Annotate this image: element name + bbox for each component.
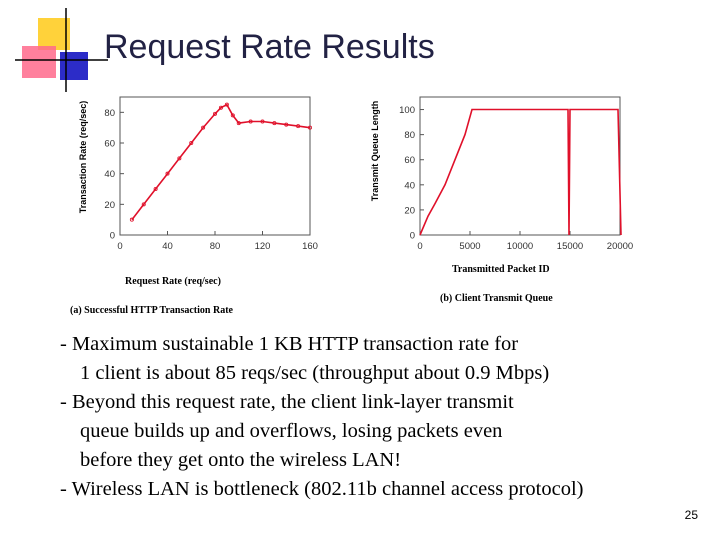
chart-b-ylabel: Transmit Queue Length — [370, 101, 380, 202]
x-tick-label: 120 — [255, 241, 271, 252]
data-point — [153, 187, 158, 192]
y-tick-label: 20 — [404, 205, 415, 216]
data-point — [284, 122, 289, 127]
page-number: 25 — [684, 508, 698, 522]
y-tick-label: 100 — [399, 105, 415, 116]
x-tick-label: 80 — [210, 241, 221, 252]
data-point — [260, 119, 265, 124]
data-point — [218, 105, 223, 110]
transmit-queue-chart: Transmit Queue Length 0 5000 10000 15000 200… — [370, 96, 633, 252]
chart-a-ylabel: Transaction Rate (req/sec) — [78, 101, 88, 214]
data-point — [272, 121, 277, 126]
data-point — [201, 125, 206, 130]
plot-frame — [119, 96, 311, 236]
transaction-rate-chart: Transaction Rate (req/sec) 0 40 80 120 160 0 2… — [78, 96, 318, 252]
bullet-list: - Maximum sustainable 1 KB HTTP transact… — [60, 330, 710, 504]
chart-a-xlabel: Request Rate (req/sec) — [125, 276, 221, 287]
x-tick-label: 160 — [302, 241, 318, 252]
pink-square — [22, 46, 56, 78]
x-tick-label: 0 — [417, 241, 422, 252]
y-tick-label: 0 — [110, 231, 115, 242]
data-point — [230, 113, 235, 118]
data-point — [129, 217, 134, 222]
data-point — [248, 119, 253, 124]
series-line — [419, 108, 622, 236]
data-point — [296, 124, 301, 129]
plot-frame — [419, 96, 621, 236]
data-point — [224, 102, 229, 107]
data-point — [212, 111, 217, 116]
blue-square — [60, 52, 88, 80]
y-tick-label: 80 — [404, 130, 415, 141]
y-tick-label: 40 — [104, 169, 115, 180]
data-point — [307, 125, 312, 130]
y-tick-label: 60 — [104, 139, 115, 150]
y-tick-label: 80 — [104, 108, 115, 119]
data-point — [189, 141, 194, 146]
x-tick-label: 0 — [117, 241, 122, 252]
series-line — [131, 103, 311, 221]
yellow-square — [38, 18, 70, 50]
x-tick-label: 40 — [162, 241, 173, 252]
data-point — [165, 171, 170, 176]
x-tick-label: 20000 — [607, 241, 633, 252]
bullet-line: queue builds up and overflows, losing pa… — [80, 420, 503, 442]
x-tick-label: 10000 — [507, 241, 533, 252]
y-tick-label: 20 — [104, 200, 115, 211]
chart-a-caption: (a) Successful HTTP Transaction Rate — [70, 305, 233, 316]
bullet-line: - Beyond this request rate, the client l… — [60, 391, 514, 413]
x-tick-label: 15000 — [557, 241, 583, 252]
chart-b-caption: (b) Client Transmit Queue — [440, 293, 553, 304]
chart-b-xlabel: Transmitted Packet ID — [452, 264, 550, 275]
slide-title: Request Rate Results — [104, 28, 435, 66]
bullet-line: 1 client is about 85 reqs/sec (throughpu… — [80, 362, 550, 384]
x-tick-label: 5000 — [459, 241, 480, 252]
y-tick-label: 0 — [410, 231, 415, 242]
y-tick-label: 40 — [404, 180, 415, 191]
bullet-line: - Maximum sustainable 1 KB HTTP transact… — [60, 333, 519, 355]
corner-decoration — [15, 8, 108, 92]
y-tick-label: 60 — [404, 155, 415, 166]
data-point — [141, 202, 146, 207]
data-point — [177, 156, 182, 161]
data-point — [236, 121, 241, 126]
bullet-line: - Wireless LAN is bottleneck (802.11b ch… — [60, 478, 584, 500]
bullet-line: before they get onto the wireless LAN! — [80, 449, 402, 471]
